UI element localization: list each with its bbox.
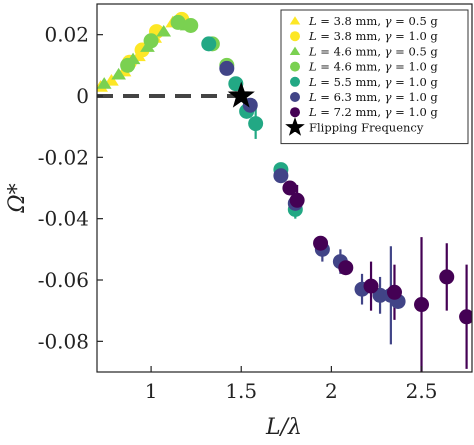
data-point <box>439 269 455 285</box>
y-axis-label: Ω* <box>5 183 30 213</box>
legend-entry: L = 4.6 mm, γ = 0.5 g <box>308 44 438 58</box>
data-point <box>372 287 388 303</box>
data-point <box>97 77 112 89</box>
legend-box <box>280 9 469 145</box>
data-point <box>414 297 430 313</box>
legend-marker <box>285 117 305 136</box>
data-point <box>183 17 199 33</box>
data-point <box>282 180 298 196</box>
legend-entry: L = 7.2 mm, γ = 1.0 g <box>308 105 438 119</box>
legend-marker <box>289 16 301 25</box>
data-point <box>313 235 329 251</box>
x-axis-label: L/λ <box>265 415 302 440</box>
x-tick-label: 2.5 <box>406 379 438 403</box>
legend-marker <box>290 76 300 87</box>
data-point <box>219 60 235 76</box>
data-point <box>227 81 255 108</box>
y-tick-label: 0.02 <box>44 23 89 47</box>
plot-frame <box>96 3 473 373</box>
y-axis: 0.02 0 -0.02 -0.04 -0.06 -0.08 <box>38 23 103 353</box>
data-point <box>459 309 472 325</box>
y-tick-label: -0.02 <box>38 145 89 169</box>
legend-marker <box>290 31 300 42</box>
error-bars <box>254 108 468 372</box>
data-point <box>289 192 305 208</box>
y-tick-label: -0.04 <box>38 207 89 231</box>
legend-marker <box>290 107 300 118</box>
x-axis: 1 1.5 2 2.5 <box>145 366 438 403</box>
y-tick-label: -0.08 <box>38 329 89 353</box>
legend-entry: L = 6.3 mm, γ = 1.0 g <box>308 90 438 104</box>
legend-entry: Flipping Frequency <box>309 120 424 134</box>
x-tick-label: 1 <box>145 379 158 403</box>
data-point <box>363 278 379 294</box>
data-point <box>120 57 136 73</box>
legend-marker <box>290 61 300 72</box>
legend-entry: L = 3.8 mm, γ = 1.0 g <box>308 29 438 43</box>
data-point <box>201 36 217 52</box>
data-point <box>248 116 264 132</box>
data-points <box>97 11 472 325</box>
data-point <box>156 24 172 37</box>
data-point <box>111 67 126 80</box>
legend-entry: L = 5.5 mm, γ = 1.0 g <box>308 75 438 89</box>
legend-entry: L = 4.6 mm, γ = 1.0 g <box>308 60 438 74</box>
y-tick-label: 0 <box>76 84 89 108</box>
legend-marker <box>289 46 301 55</box>
legend-entry: L = 3.8 mm, γ = 0.5 g <box>308 14 438 28</box>
y-tick-label: -0.06 <box>38 268 89 292</box>
data-point <box>338 260 354 276</box>
data-point <box>143 33 159 49</box>
legend: L = 3.8 mm, γ = 0.5 gL = 3.8 mm, γ = 1.0… <box>280 9 469 145</box>
x-tick-label: 1.5 <box>225 379 257 403</box>
data-point <box>386 284 402 300</box>
data-point <box>170 14 186 30</box>
plot-area <box>97 11 472 372</box>
x-tick-label: 2 <box>325 379 338 403</box>
data-point <box>273 168 289 184</box>
legend-marker <box>290 92 300 102</box>
